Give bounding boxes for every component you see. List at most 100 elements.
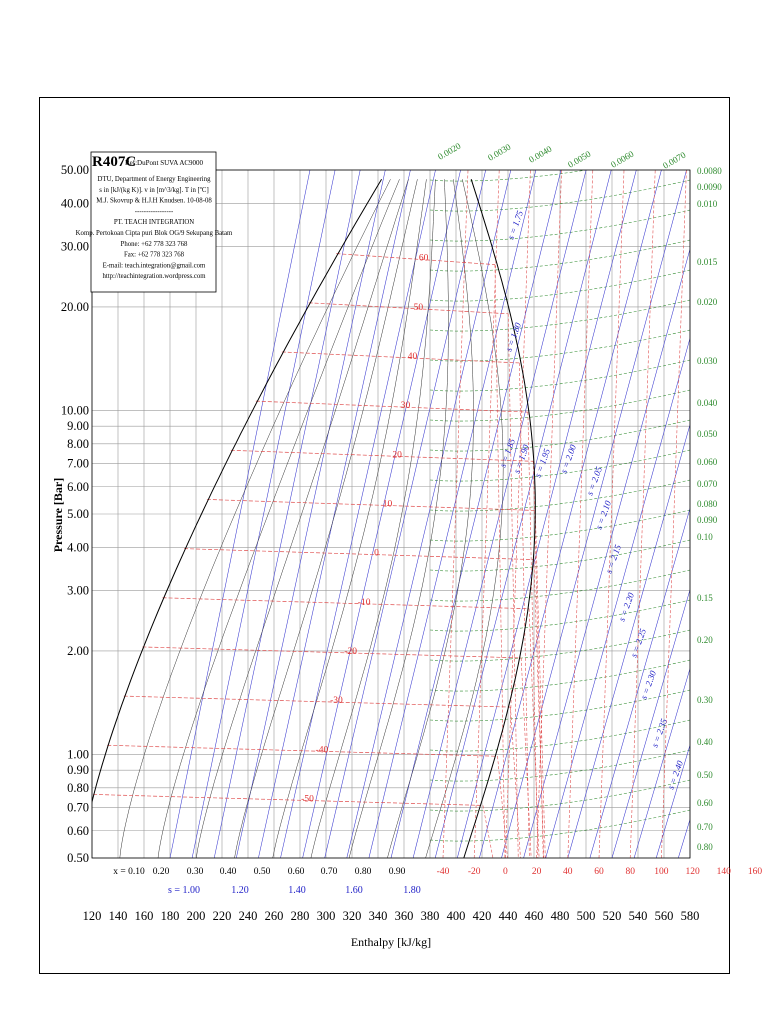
- quality-label: x = 0.10: [113, 867, 145, 877]
- y-tick-label: 0.80: [67, 781, 89, 795]
- entropy-bottom-label: 1.20: [231, 885, 249, 896]
- y-tick-label: 50.00: [61, 163, 89, 177]
- temperature-bottom-label: 40: [563, 867, 573, 877]
- isotherm-label: 10: [383, 499, 393, 509]
- x-tick-label: 200: [187, 909, 206, 923]
- isotherm-line: [230, 449, 534, 462]
- isochore-line: [429, 239, 690, 272]
- saturated-vapor-line: [463, 179, 536, 858]
- quality-line: [196, 179, 409, 858]
- isochore-line: [429, 749, 690, 782]
- x-tick-label: 400: [447, 909, 466, 923]
- isotherm-line: [482, 805, 494, 858]
- volume-top-label: 0.0060: [609, 148, 636, 169]
- isochore-line: [429, 509, 690, 542]
- info-box-line: PT. TEACH INTEGRATION: [114, 219, 194, 226]
- y-tick-label: 0.60: [67, 824, 89, 838]
- y-tick-label: 3.00: [67, 583, 89, 597]
- temperature-bottom-label: 100: [654, 867, 669, 877]
- isotherm-label: -20: [344, 647, 357, 657]
- chart-title: R407C: [92, 154, 136, 170]
- entropy-label: s = 1.95: [532, 447, 552, 479]
- vapor-isotherm-line: [693, 170, 718, 858]
- quality-label: 0.70: [321, 867, 338, 877]
- y-tick-label: 10.00: [61, 403, 89, 417]
- isotherm-line: [184, 548, 534, 560]
- entropy-bottom-label: s = 1.00: [168, 885, 200, 896]
- isotherm-line: [528, 608, 540, 858]
- quality-line: [310, 179, 436, 858]
- volume-right-label: 0.060: [697, 457, 718, 467]
- y-tick-label: 5.00: [67, 507, 89, 521]
- y-axis-label: Pressure [Bar]: [51, 478, 65, 553]
- isotherm-line: [507, 313, 519, 858]
- isotherm-line: [142, 646, 522, 659]
- temperature-bottom-label: 0: [503, 867, 508, 877]
- entropy-label: s = 1.75: [505, 209, 525, 241]
- entropy-bottom-label: 1.40: [288, 885, 306, 896]
- quality-line: [119, 179, 391, 858]
- y-tick-label: 40.00: [61, 196, 89, 210]
- volume-top-label: 0.0040: [527, 143, 554, 164]
- info-box-border: [90, 151, 217, 293]
- isotherm-line: [510, 707, 521, 858]
- isotherm-line: [93, 794, 483, 806]
- isotherm-label: 30: [401, 401, 411, 411]
- volume-right-label: 0.20: [697, 635, 713, 645]
- y-tick-label: 9.00: [67, 419, 89, 433]
- isochore-line: [429, 719, 690, 752]
- quality-line: [234, 179, 418, 858]
- isotherm-line: [336, 253, 495, 265]
- x-tick-label: 500: [577, 909, 596, 923]
- isentrope-line: [236, 170, 386, 858]
- volume-top-label: 0.0020: [436, 140, 463, 161]
- isotherm-line: [255, 400, 528, 413]
- temperature-bottom-label: 160: [748, 867, 763, 877]
- saturation-dome: [92, 178, 536, 858]
- x-tick-label: 160: [135, 909, 154, 923]
- temperature-bottom-label: -20: [468, 867, 481, 877]
- isotherm-line: [519, 362, 530, 858]
- volume-right-label: 0.070: [697, 479, 718, 489]
- info-box-line: Fax: +62 778 323 768: [124, 252, 185, 259]
- temperature-bottom-label: 20: [532, 867, 542, 877]
- temperature-bottom-label: 120: [685, 867, 700, 877]
- isochore-lines: [429, 170, 690, 842]
- entropy-label: s = 2.35: [649, 717, 669, 749]
- isentrope-line: [258, 170, 411, 858]
- isochore-line: [429, 479, 690, 512]
- x-tick-label: 580: [681, 909, 700, 923]
- chart-reference: Ref:DuPont SUVA AC9000: [125, 159, 204, 167]
- volume-right-label: 0.70: [697, 822, 713, 832]
- x-tick-label: 520: [603, 909, 622, 923]
- x-tick-label: 180: [161, 909, 180, 923]
- isochore-line: [429, 689, 690, 722]
- info-box-line: E-mail: teach.integration@gmail.com: [103, 262, 206, 269]
- quality-line: [425, 179, 504, 858]
- entropy-bottom-label: 1.60: [345, 885, 363, 896]
- volume-top-label: 0.0050: [566, 148, 593, 169]
- x-tick-label: 120: [83, 909, 102, 923]
- x-tick-label: 380: [421, 909, 440, 923]
- entropy-label: s = 2.05: [584, 465, 604, 497]
- volume-right-label: 0.080: [697, 499, 718, 509]
- isochore-line: [429, 179, 690, 212]
- volume-right-label: 0.30: [697, 695, 713, 705]
- isentrope-line: [700, 170, 768, 858]
- quality-line: [387, 179, 474, 858]
- volume-right-label: 0.040: [697, 398, 718, 408]
- isotherm-label: 40: [408, 352, 418, 362]
- isotherm-line: [494, 264, 506, 858]
- x-tick-label: 560: [655, 909, 674, 923]
- volume-right-label: 0.020: [697, 297, 718, 307]
- y-tick-label: 4.00: [67, 540, 89, 554]
- y-tick-label: 1.00: [67, 747, 89, 761]
- vapor-isotherm-line: [755, 170, 768, 858]
- volume-right-label: 0.050: [697, 429, 718, 439]
- isentrope-line: [280, 170, 436, 858]
- temperature-bottom-label: -40: [437, 867, 450, 877]
- info-box-line: M.J. Skovrup & H.J.H Knudsen. 10-08-08: [96, 198, 212, 205]
- volume-right-label: 0.010: [697, 199, 718, 209]
- isochore-line: [429, 659, 690, 692]
